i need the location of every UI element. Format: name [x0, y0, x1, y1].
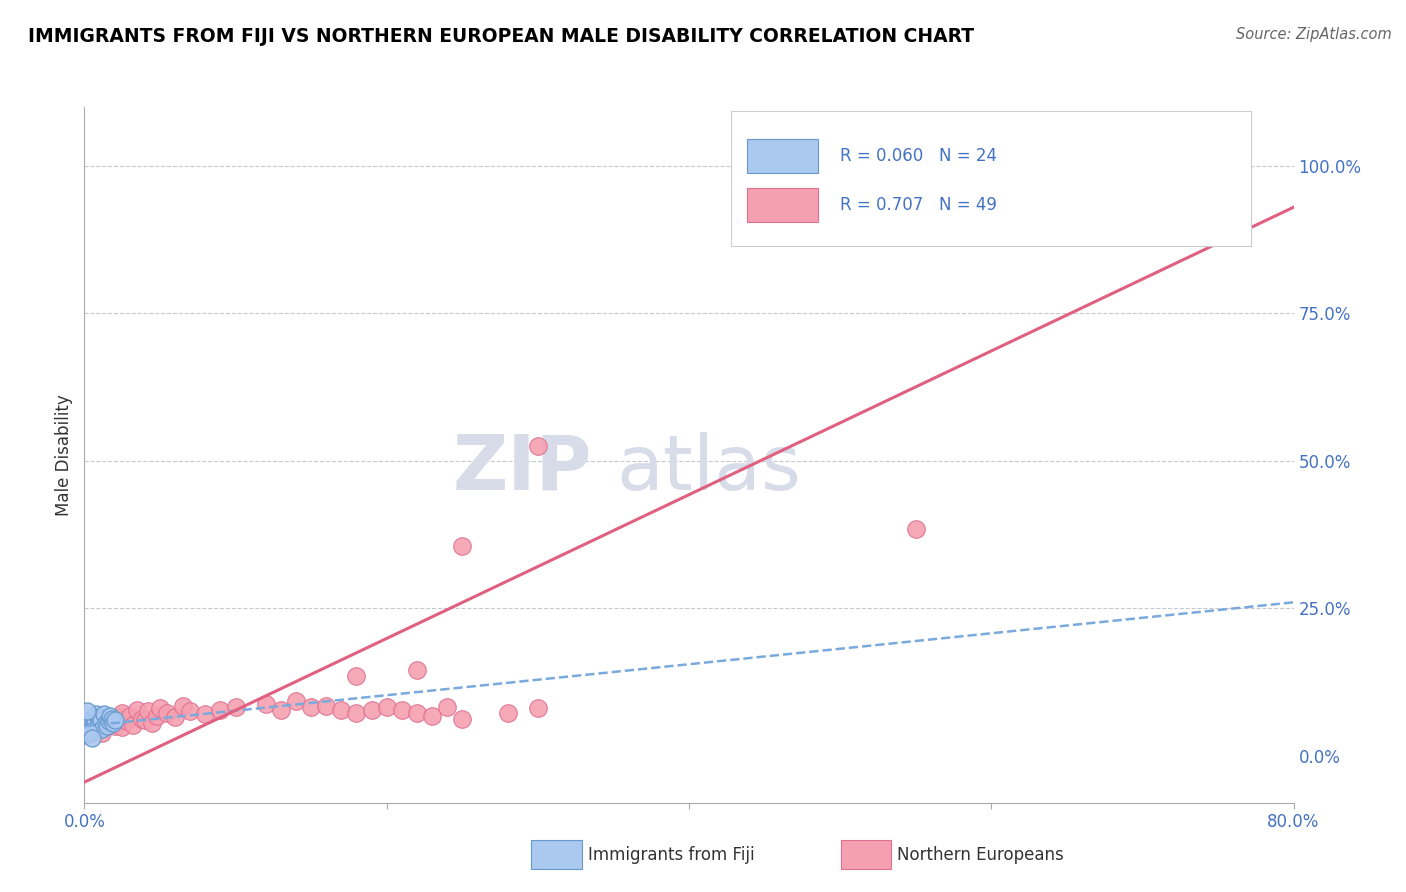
Point [84, 714, 107, 729]
Point [79, 716, 101, 731]
Text: Immigrants from Fiji: Immigrants from Fiji [588, 846, 755, 863]
Point [904, 522, 927, 536]
Point [375, 700, 398, 714]
Point [165, 710, 187, 724]
Point [451, 539, 474, 553]
Point [75, 728, 97, 742]
Point [89, 710, 111, 724]
Point [118, 708, 141, 723]
Point [94, 716, 117, 731]
Point [406, 706, 429, 721]
Point [254, 697, 277, 711]
Point [89, 719, 111, 733]
Point [451, 712, 474, 726]
Point [225, 700, 247, 714]
Point [134, 713, 156, 727]
Point [111, 720, 134, 734]
Point [75, 716, 97, 731]
Text: ZIP: ZIP [453, 432, 592, 506]
Point [76, 722, 98, 736]
Point [527, 439, 550, 453]
Point [121, 718, 143, 732]
Point [420, 708, 443, 723]
Point [80, 725, 103, 739]
Point [87, 718, 110, 732]
Point [194, 707, 217, 722]
Point [115, 714, 138, 729]
Point [127, 703, 149, 717]
Point [436, 700, 458, 714]
Point [156, 706, 179, 721]
Point [80, 731, 103, 745]
FancyBboxPatch shape [731, 111, 1251, 246]
Text: atlas: atlas [616, 432, 801, 506]
Point [496, 706, 519, 721]
Point [104, 713, 127, 727]
Point [209, 703, 232, 717]
Point [270, 703, 292, 717]
Point [86, 716, 108, 731]
Point [93, 707, 115, 722]
Text: IMMIGRANTS FROM FIJI VS NORTHERN EUROPEAN MALE DISABILITY CORRELATION CHART: IMMIGRANTS FROM FIJI VS NORTHERN EUROPEA… [28, 27, 974, 45]
Point [391, 703, 413, 717]
Point [86, 707, 108, 722]
Point [299, 700, 322, 714]
Point [100, 712, 122, 726]
Point [76, 705, 98, 719]
Point [136, 705, 159, 719]
Point [346, 669, 368, 683]
Point [91, 722, 114, 736]
Text: Northern Europeans: Northern Europeans [897, 846, 1064, 863]
Point [97, 714, 120, 729]
Point [77, 713, 100, 727]
Point [172, 698, 194, 713]
Point [90, 713, 112, 727]
Point [80, 720, 103, 734]
Point [360, 703, 382, 717]
Point [1161, 159, 1184, 173]
Text: Source: ZipAtlas.com: Source: ZipAtlas.com [1236, 27, 1392, 42]
Point [527, 701, 550, 715]
Point [285, 694, 308, 708]
FancyBboxPatch shape [747, 138, 818, 173]
Point [179, 705, 201, 719]
Point [96, 713, 118, 727]
Point [346, 706, 368, 721]
Text: R = 0.707   N = 49: R = 0.707 N = 49 [841, 196, 997, 214]
Point [82, 712, 104, 726]
Point [149, 701, 172, 715]
Text: R = 0.060   N = 24: R = 0.060 N = 24 [841, 147, 997, 165]
Point [146, 708, 169, 723]
Point [315, 698, 337, 713]
Point [104, 719, 127, 733]
FancyBboxPatch shape [747, 188, 818, 222]
Point [77, 725, 100, 739]
Point [131, 712, 153, 726]
Point [101, 716, 124, 731]
Point [141, 716, 163, 731]
Point [96, 719, 118, 733]
Point [111, 706, 134, 721]
Point [107, 710, 129, 724]
Point [406, 663, 429, 677]
Point [330, 703, 353, 717]
Point [100, 716, 122, 731]
Y-axis label: Male Disability: Male Disability [55, 394, 73, 516]
Point [98, 708, 121, 723]
Point [91, 726, 114, 740]
